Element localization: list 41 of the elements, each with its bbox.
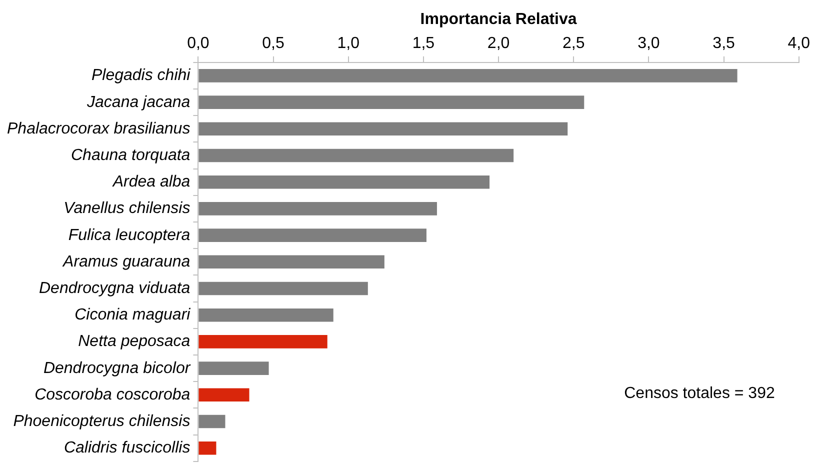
x-tick-label: 4,0 — [788, 35, 810, 52]
x-tick-label: 3,0 — [638, 35, 660, 52]
bar — [198, 228, 426, 242]
y-tick-label: Plegadis chihi — [91, 67, 191, 84]
x-tick-label: 1,5 — [412, 35, 435, 52]
bar — [198, 441, 216, 455]
y-tick-label: Calidris fuscicollis — [64, 440, 190, 457]
y-tick-label: Phoenicopterus chilensis — [13, 412, 190, 430]
y-tick-label: Chauna torquata — [71, 146, 190, 164]
y-tick-label: Vanellus chilensis — [64, 200, 190, 218]
x-axis-title: Importancia Relativa — [420, 11, 577, 28]
bar — [198, 335, 328, 348]
annotation: Censos totales = 392 — [624, 384, 775, 402]
y-tick-label: Ardea alba — [112, 174, 190, 191]
y-tick-label: Aramus guarauna — [62, 253, 190, 270]
bar — [198, 202, 437, 216]
x-tick-label: 0,0 — [187, 35, 210, 52]
y-tick-label: Phalacrocorax brasilianus — [7, 120, 190, 138]
x-tick-label: 0,5 — [262, 35, 285, 52]
bar — [198, 69, 738, 82]
y-tick-label: Coscoroba coscoroba — [34, 386, 190, 404]
y-tick-label: Ciconia maguari — [74, 306, 191, 324]
bar — [198, 175, 490, 189]
bar — [198, 388, 250, 402]
y-tick-label: Jacana jacana — [86, 94, 190, 111]
bar — [198, 414, 226, 428]
bar — [198, 255, 384, 269]
y-tick-label: Dendrocygna bicolor — [43, 360, 191, 377]
bar — [198, 148, 514, 162]
x-tick-label: 2,0 — [487, 35, 510, 52]
bar — [198, 282, 368, 296]
y-tick-label: Dendrocygna viduata — [38, 280, 190, 297]
x-tick-label: 3,5 — [712, 35, 736, 52]
bar — [198, 122, 568, 136]
x-tick-label: 2,5 — [562, 35, 585, 52]
bar — [198, 96, 584, 109]
bar — [198, 308, 334, 322]
x-tick-label: 1,0 — [337, 35, 360, 52]
bar — [198, 362, 269, 375]
y-tick-label: Netta peposaca — [78, 333, 190, 350]
y-tick-label: Fulica leucoptera — [68, 226, 190, 244]
